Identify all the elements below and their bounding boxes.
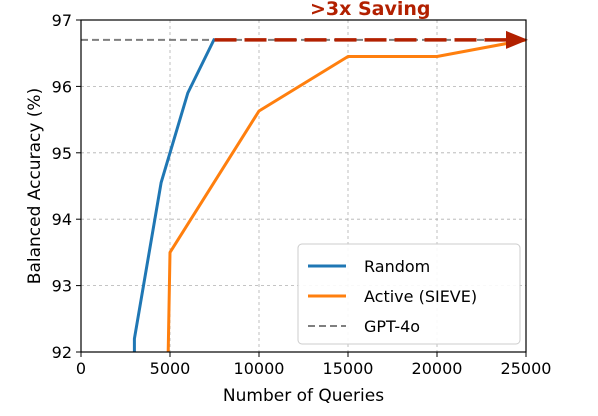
annotation-text: >3x Saving bbox=[310, 0, 431, 20]
series-line-active-sieve bbox=[166, 38, 527, 353]
x-tick-label: 0 bbox=[76, 359, 86, 378]
x-tick-label: 10000 bbox=[234, 359, 285, 378]
y-tick-label: 92 bbox=[52, 343, 72, 362]
plot-frame bbox=[80, 19, 527, 353]
x-tick-label: 5000 bbox=[150, 359, 191, 378]
x-tick-label: 15000 bbox=[323, 359, 374, 378]
series-layer bbox=[81, 37, 527, 353]
series-line-random bbox=[132, 37, 216, 352]
annotation-layer: >3x Saving bbox=[214, 0, 528, 49]
x-axis-label: Number of Queries bbox=[223, 386, 384, 406]
x-tick-label: 25000 bbox=[501, 359, 552, 378]
y-tick-label: 95 bbox=[52, 144, 72, 163]
y-tick-label: 93 bbox=[52, 277, 72, 296]
legend-label: Random bbox=[364, 257, 430, 276]
x-tick-label: 20000 bbox=[412, 359, 463, 378]
ticks: 0 5000 10000 15000 20000 25000 92 93 94 95 96 97 bbox=[52, 11, 552, 378]
legend-label: Active (SIEVE) bbox=[364, 287, 477, 306]
saving-arrow-head bbox=[506, 30, 528, 49]
y-tick-label: 97 bbox=[52, 11, 72, 30]
y-tick-label: 94 bbox=[52, 210, 72, 229]
y-axis-label: Balanced Accuracy (%) bbox=[25, 88, 45, 284]
legend: Random Active (SIEVE) GPT-4o bbox=[297, 243, 521, 345]
legend-label: GPT-4o bbox=[364, 317, 420, 336]
legend-box bbox=[297, 243, 521, 345]
y-tick-label: 96 bbox=[52, 77, 72, 96]
